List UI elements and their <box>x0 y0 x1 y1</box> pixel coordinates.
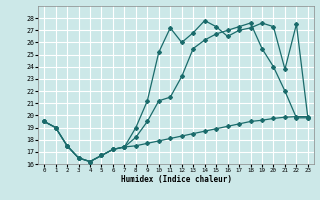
X-axis label: Humidex (Indice chaleur): Humidex (Indice chaleur) <box>121 175 231 184</box>
